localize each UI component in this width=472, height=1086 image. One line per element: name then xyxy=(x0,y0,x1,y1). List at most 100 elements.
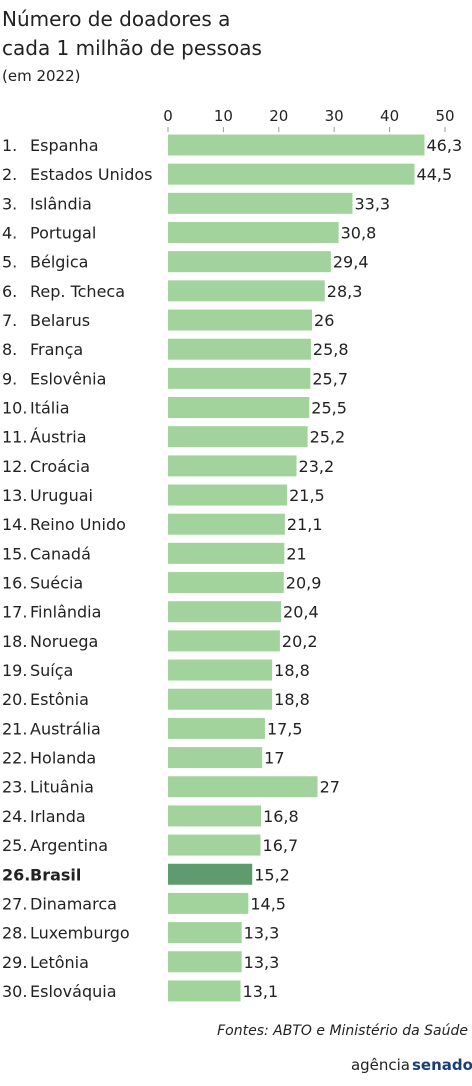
bar xyxy=(168,484,288,506)
category-label: Austrália xyxy=(30,719,101,738)
value-label: 13,1 xyxy=(243,982,279,1001)
value-label: 25,8 xyxy=(313,340,349,359)
rank: 30. xyxy=(2,982,27,1001)
bar xyxy=(168,922,242,944)
rank: 16. xyxy=(2,574,27,593)
category-label: Portugal xyxy=(30,224,96,243)
value-label: 18,8 xyxy=(274,661,310,680)
rank: 29. xyxy=(2,953,27,972)
rank: 25. xyxy=(2,836,27,855)
x-tick-label: 50 xyxy=(435,107,454,125)
category-label: Rep. Tcheca xyxy=(30,282,125,301)
bar xyxy=(168,134,425,156)
category-label: Espanha xyxy=(30,136,99,155)
rank: 10. xyxy=(2,399,27,418)
rank: 11. xyxy=(2,428,27,447)
category-label: Canadá xyxy=(30,544,91,563)
rank: 26. xyxy=(2,865,30,884)
rank: 2. xyxy=(2,165,17,184)
value-label: 29,4 xyxy=(333,253,369,272)
value-label: 18,8 xyxy=(274,690,310,709)
rank: 22. xyxy=(2,749,27,768)
value-label: 16,8 xyxy=(263,807,299,826)
bar xyxy=(168,455,297,477)
category-label: Reino Unido xyxy=(30,515,126,534)
rank: 6. xyxy=(2,282,17,301)
bar xyxy=(168,659,273,681)
bar xyxy=(168,572,284,594)
bar xyxy=(168,280,325,302)
rank: 4. xyxy=(2,224,17,243)
category-label: Itália xyxy=(30,399,70,418)
value-label: 20,2 xyxy=(282,632,318,651)
rank: 3. xyxy=(2,194,17,213)
value-label: 20,9 xyxy=(286,574,322,593)
category-label: Suíça xyxy=(30,661,73,680)
bar xyxy=(168,717,265,739)
bar xyxy=(168,863,253,885)
category-label: Holanda xyxy=(30,749,96,768)
value-label: 46,3 xyxy=(427,136,463,155)
value-label: 15,2 xyxy=(254,865,290,884)
category-label: Brasil xyxy=(30,865,81,884)
value-label: 44,5 xyxy=(417,165,453,184)
value-label: 26 xyxy=(314,311,334,330)
rank: 9. xyxy=(2,369,17,388)
value-label: 13,3 xyxy=(244,953,280,972)
rank: 7. xyxy=(2,311,17,330)
category-label: Finlândia xyxy=(30,603,101,622)
value-label: 33,3 xyxy=(354,194,390,213)
rank: 27. xyxy=(2,894,27,913)
rank: 12. xyxy=(2,457,27,476)
rank: 1. xyxy=(2,136,17,155)
logo: agência xyxy=(351,1056,410,1074)
rank: 23. xyxy=(2,778,27,797)
value-label: 23,2 xyxy=(299,457,335,476)
category-label: Suécia xyxy=(30,574,83,593)
bar xyxy=(168,338,311,360)
value-label: 14,5 xyxy=(250,894,286,913)
value-label: 25,5 xyxy=(311,399,347,418)
rank: 15. xyxy=(2,544,27,563)
category-label: França xyxy=(30,340,83,359)
category-label: Bélgica xyxy=(30,253,88,272)
bar xyxy=(168,426,308,448)
category-label: Irlanda xyxy=(30,807,86,826)
category-label: Áustria xyxy=(30,428,87,447)
rank: 19. xyxy=(2,661,27,680)
value-label: 17 xyxy=(264,749,284,768)
category-label: Estados Unidos xyxy=(30,165,152,184)
category-label: Argentina xyxy=(30,836,108,855)
rank: 5. xyxy=(2,253,17,272)
value-label: 21,1 xyxy=(287,515,323,534)
bar xyxy=(168,951,242,973)
rank: 21. xyxy=(2,719,27,738)
bar xyxy=(168,251,331,273)
rank: 17. xyxy=(2,603,27,622)
value-label: 25,7 xyxy=(312,369,348,388)
bar xyxy=(168,747,263,769)
value-label: 21 xyxy=(286,544,306,563)
source: Fontes: ABTO e Ministério da Saúde xyxy=(217,1023,468,1039)
rank: 14. xyxy=(2,515,27,534)
value-label: 28,3 xyxy=(327,282,363,301)
category-label: Luxemburgo xyxy=(30,924,130,943)
value-label: 16,7 xyxy=(263,836,299,855)
category-label: Eslovênia xyxy=(30,369,106,388)
bar xyxy=(168,513,285,535)
x-tick-label: 10 xyxy=(214,107,233,125)
chart-title: Número de doadores a xyxy=(2,7,230,31)
x-tick-label: 0 xyxy=(163,107,173,125)
value-label: 30,8 xyxy=(341,224,377,243)
category-label: Estônia xyxy=(30,690,89,709)
category-label: Belarus xyxy=(30,311,90,330)
x-tick-label: 40 xyxy=(380,107,399,125)
rank: 8. xyxy=(2,340,17,359)
value-label: 21,5 xyxy=(289,486,325,505)
bar xyxy=(168,776,318,798)
bar xyxy=(168,630,280,652)
bar xyxy=(168,834,261,856)
rank: 13. xyxy=(2,486,27,505)
category-label: Letônia xyxy=(30,953,89,972)
x-tick-label: 20 xyxy=(269,107,288,125)
